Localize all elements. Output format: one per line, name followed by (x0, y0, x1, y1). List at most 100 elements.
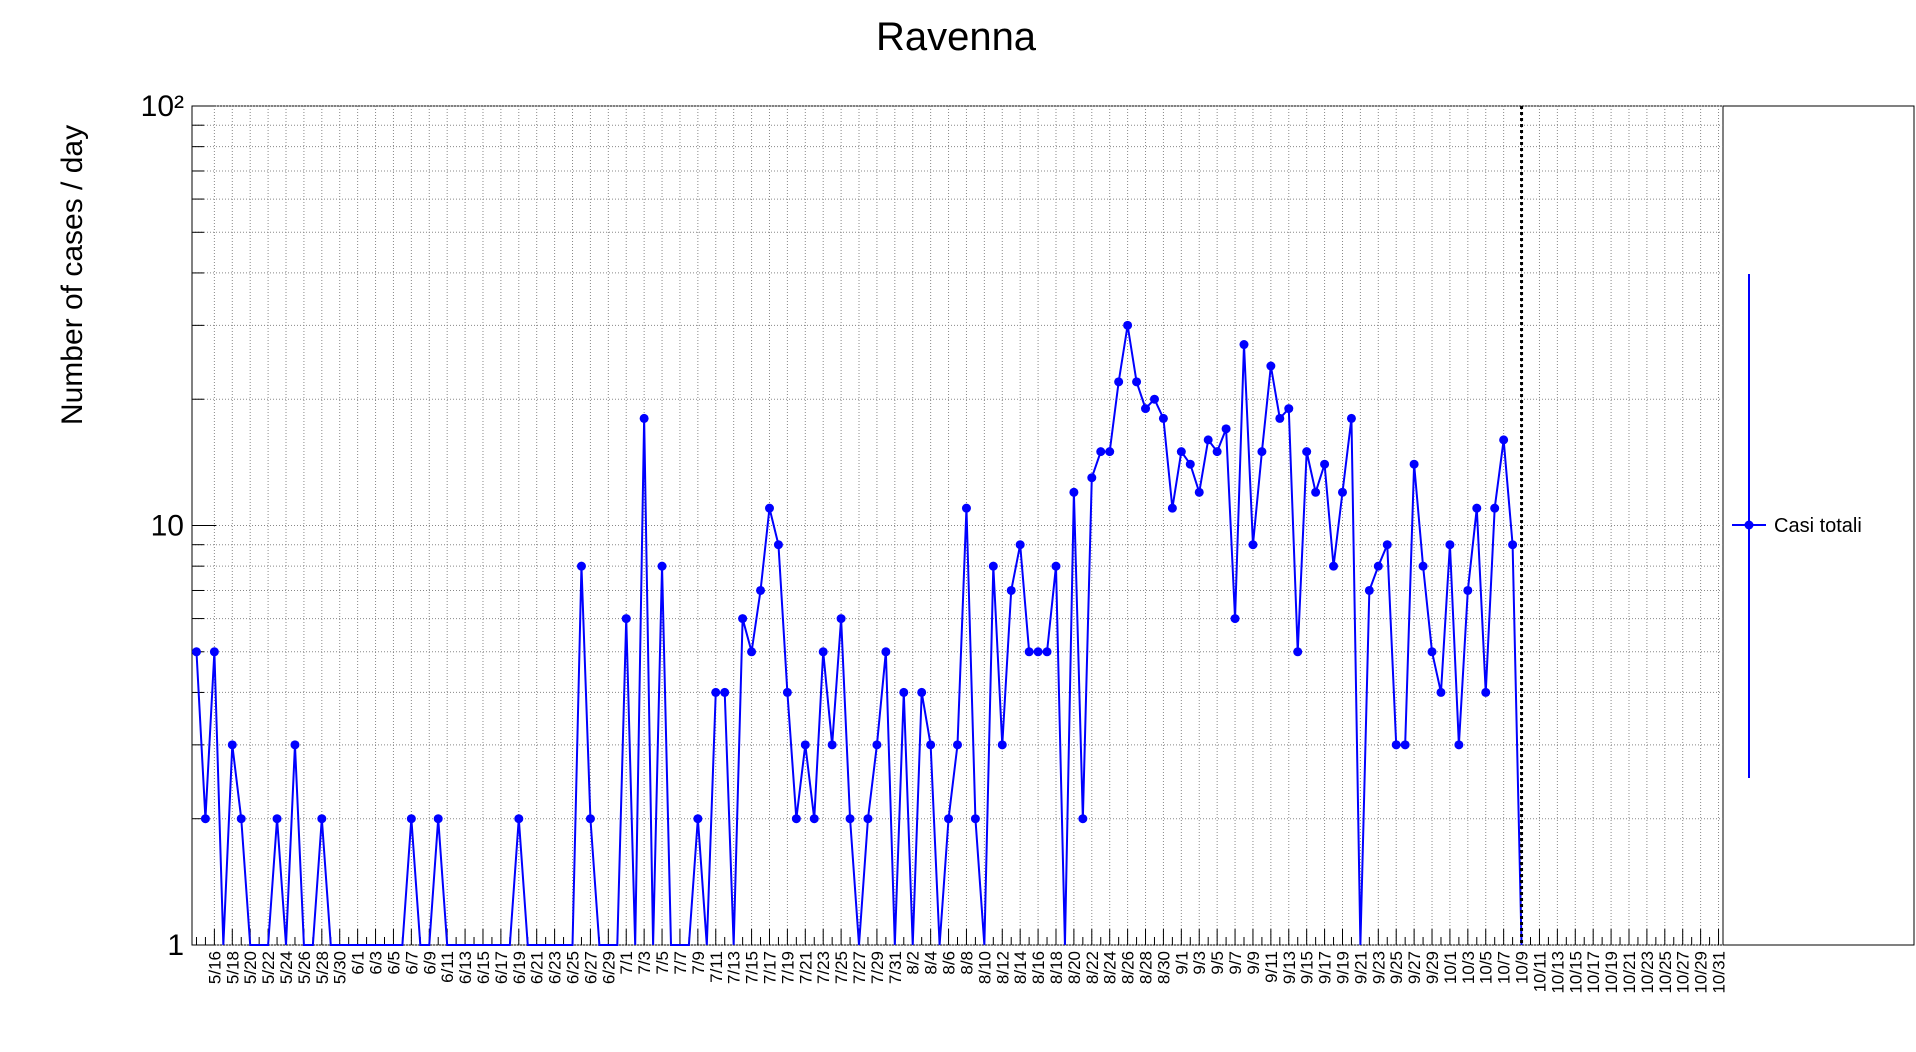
data-point (1051, 561, 1061, 571)
x-tick-label: 10/11 (1530, 951, 1549, 992)
data-point (1149, 394, 1159, 404)
data-point (756, 585, 766, 595)
data-point (1105, 447, 1115, 457)
data-point (711, 687, 721, 697)
x-tick-label: 10/31 (1710, 951, 1729, 994)
x-tick-label: 10/3 (1459, 951, 1478, 984)
data-point (1185, 459, 1195, 469)
data-point (1418, 561, 1428, 571)
data-point (1454, 740, 1464, 750)
data-point (791, 814, 801, 824)
data-point (272, 814, 282, 824)
x-tick-label: 6/11 (438, 951, 457, 983)
data-point (1239, 340, 1249, 350)
x-tick-label: 5/20 (241, 951, 260, 984)
data-point (1078, 814, 1088, 824)
data-point (317, 814, 327, 824)
data-point (1445, 540, 1455, 550)
data-point (1132, 377, 1142, 387)
x-tick-label: 10/29 (1692, 951, 1711, 994)
data-point (1176, 447, 1186, 457)
x-tick-label: 7/15 (743, 951, 762, 984)
data-point (236, 814, 246, 824)
data-point (809, 814, 819, 824)
data-point (1096, 447, 1106, 457)
data-point (1284, 404, 1294, 414)
data-point (1364, 585, 1374, 595)
data-point (1436, 687, 1446, 697)
data-point (1212, 447, 1222, 457)
data-point (720, 687, 730, 697)
x-tick-label: 9/15 (1298, 951, 1317, 984)
x-tick-label: 10/23 (1638, 951, 1657, 994)
x-tick-label: 10/19 (1602, 951, 1621, 994)
data-point (1508, 540, 1518, 550)
y-tick-label: 10 (151, 510, 184, 543)
data-point (1194, 487, 1204, 497)
data-point (406, 814, 416, 824)
x-tick-label: 7/1 (617, 951, 636, 975)
data-point (988, 561, 998, 571)
x-tick-label: 6/19 (510, 951, 529, 984)
x-tick-label: 8/8 (957, 951, 976, 975)
x-tick-label: 6/23 (546, 951, 565, 984)
data-point (639, 413, 649, 423)
x-tick-label: 10/17 (1584, 951, 1603, 994)
x-tick-label: 9/25 (1387, 951, 1406, 984)
x-tick-label: 6/29 (599, 951, 618, 984)
data-point (738, 614, 748, 624)
data-point (836, 614, 846, 624)
x-tick-label: 5/16 (205, 951, 224, 984)
data-point (926, 740, 936, 750)
x-tick-label: 9/29 (1423, 951, 1442, 984)
x-tick-label: 5/24 (277, 951, 296, 984)
y-tick-label: 1 (167, 929, 184, 962)
data-point (433, 814, 443, 824)
data-point (1158, 413, 1168, 423)
x-tick-label: 10/25 (1656, 951, 1675, 994)
data-point (1481, 687, 1491, 697)
data-point (1275, 413, 1285, 423)
data-point (693, 814, 703, 824)
legend-marker (1744, 520, 1754, 530)
x-tick-label: 10/13 (1548, 951, 1567, 994)
data-point (514, 814, 524, 824)
data-point (1490, 503, 1500, 513)
x-tick-label: 10/21 (1620, 951, 1639, 994)
data-point (845, 814, 855, 824)
x-tick-label: 10/27 (1674, 951, 1693, 994)
data-point (827, 740, 837, 750)
x-tick-label: 9/9 (1244, 951, 1263, 975)
data-point (1409, 459, 1419, 469)
data-point (1382, 540, 1392, 550)
data-point (747, 647, 757, 657)
data-point (1015, 540, 1025, 550)
x-tick-label: 7/21 (796, 951, 815, 984)
data-point (1114, 377, 1124, 387)
data-point (290, 740, 300, 750)
data-point (621, 614, 631, 624)
x-tick-label: 8/2 (904, 951, 923, 975)
x-tick-label: 5/22 (259, 951, 278, 984)
data-point (585, 814, 595, 824)
x-tick-label: 9/17 (1316, 951, 1335, 984)
x-tick-label: 6/25 (564, 951, 583, 984)
data-point (1266, 361, 1276, 371)
data-point (773, 540, 783, 550)
x-tick-label: 8/28 (1137, 951, 1156, 984)
x-tick-label: 8/18 (1047, 951, 1066, 984)
data-point (1320, 459, 1330, 469)
x-tick-label: 7/7 (671, 951, 690, 975)
data-point (961, 503, 971, 513)
x-tick-label: 9/23 (1369, 951, 1388, 984)
x-tick-label: 7/29 (868, 951, 887, 984)
x-tick-label: 6/15 (474, 951, 493, 984)
x-tick-label: 8/14 (1011, 951, 1030, 984)
data-point (1499, 435, 1509, 445)
x-tick-label: 8/24 (1101, 951, 1120, 984)
x-tick-label: 9/5 (1208, 951, 1227, 975)
x-tick-label: 7/19 (778, 951, 797, 984)
x-tick-label: 6/17 (492, 951, 511, 984)
x-tick-label: 9/21 (1351, 951, 1370, 984)
data-point (1329, 561, 1339, 571)
